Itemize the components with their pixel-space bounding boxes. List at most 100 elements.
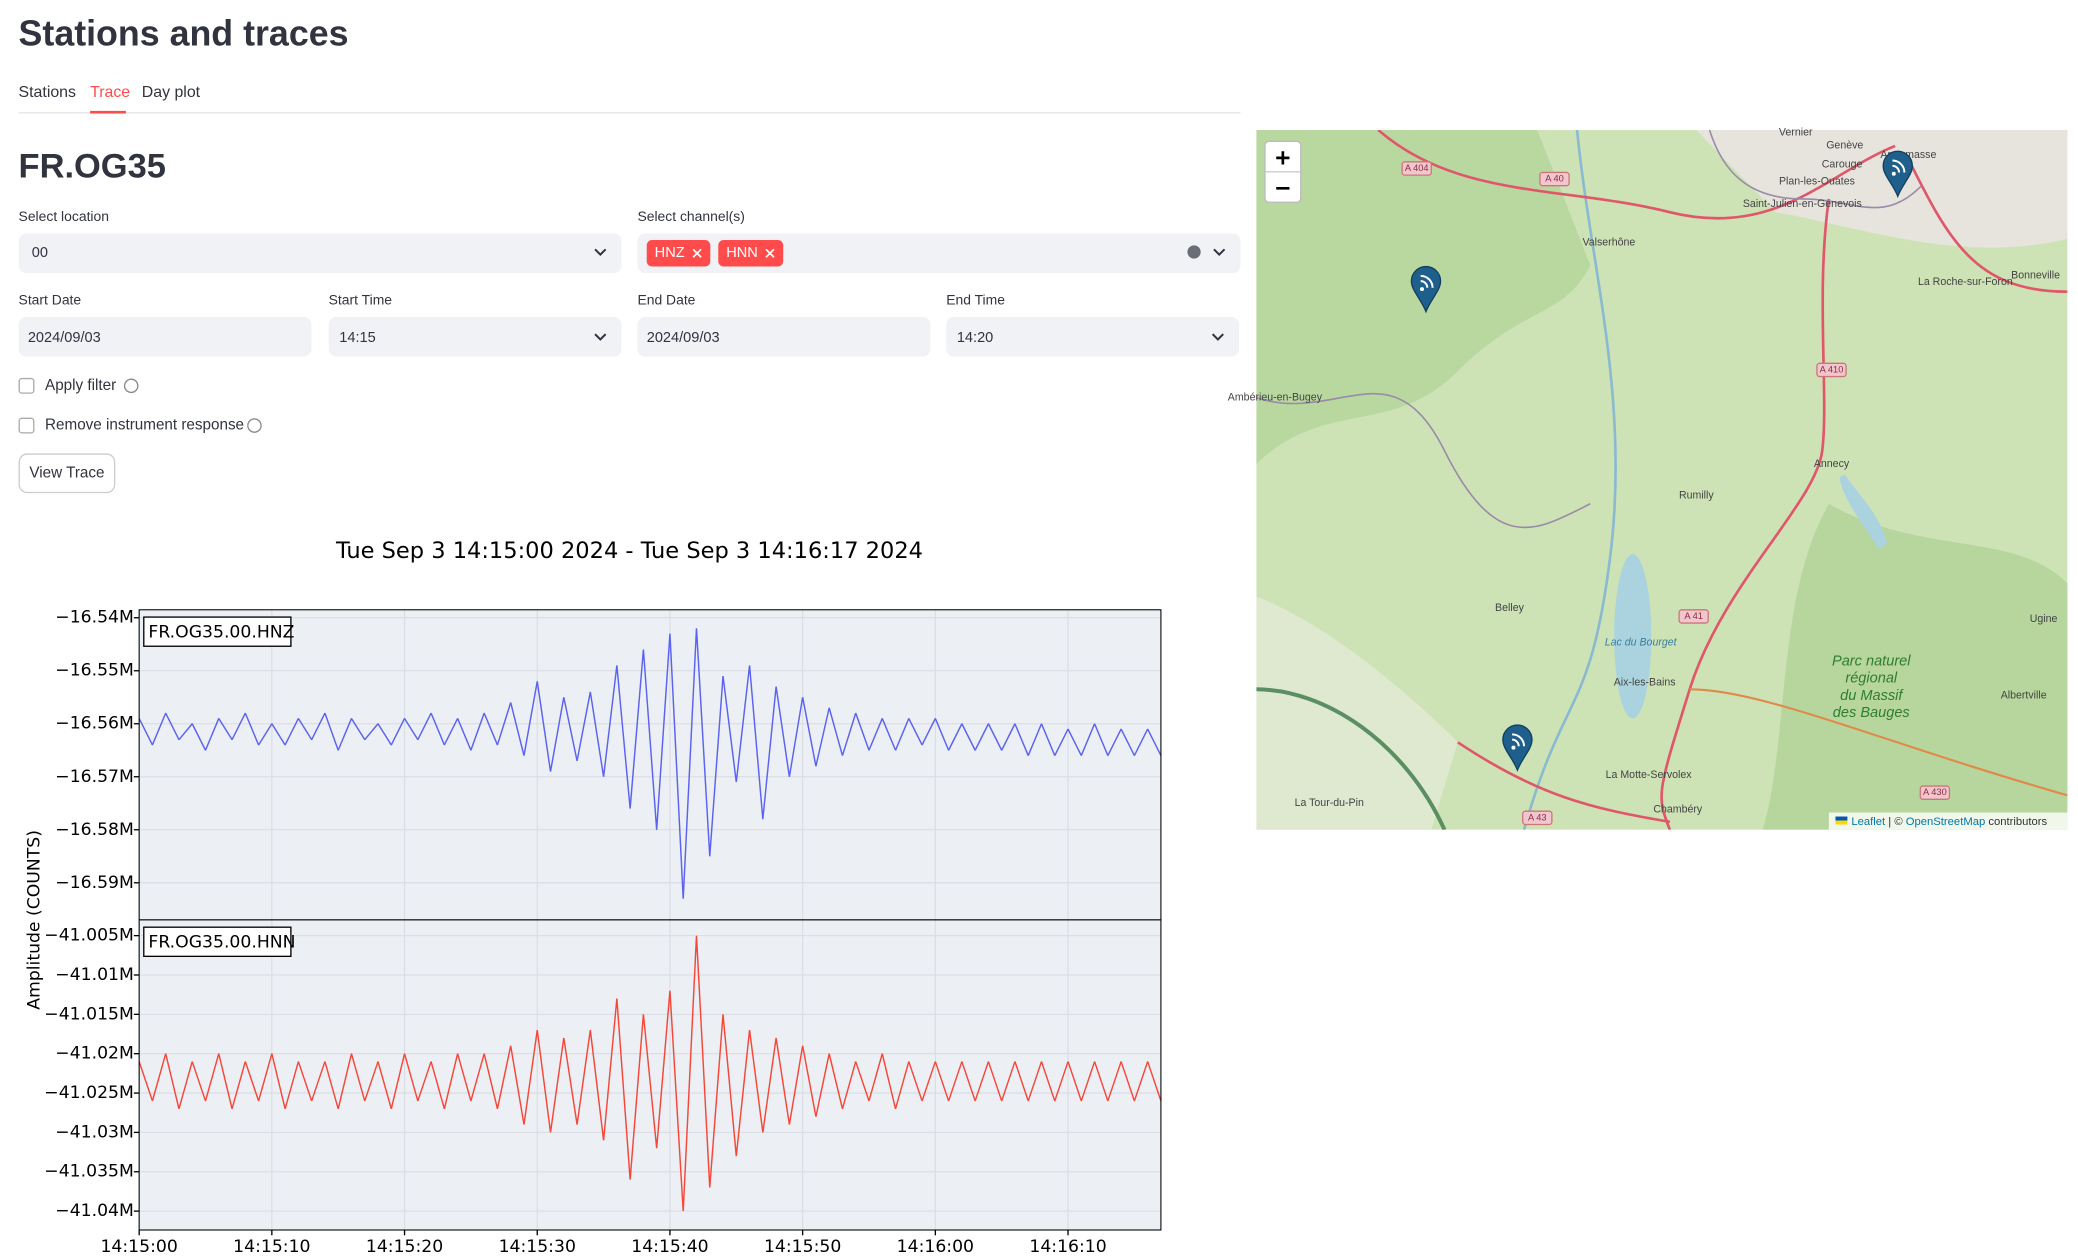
- x-tick-label: 14:16:00: [897, 1237, 974, 1257]
- y-tick-label: −16.57M: [55, 767, 134, 787]
- map-place-label: Lac du Bourget: [1605, 637, 1678, 649]
- legend-box: [143, 616, 292, 647]
- attribution-part: Leaflet: [1851, 816, 1886, 828]
- road-label: A 410: [1820, 364, 1844, 374]
- time-select[interactable]: [946, 316, 1240, 357]
- marker-icon: [1511, 745, 1516, 750]
- y-axis-label: Amplitude (COUNTS): [24, 830, 44, 1010]
- checkbox-label: Apply filter: [45, 377, 116, 394]
- map-place-label: Chambéry: [1653, 804, 1703, 816]
- chip[interactable]: [718, 240, 784, 267]
- station-marker[interactable]: [1502, 724, 1533, 772]
- checkbox[interactable]: [18, 377, 35, 394]
- park-label: du Massif: [1840, 688, 1904, 704]
- road-label: A 404: [1405, 163, 1429, 173]
- y-tick-label: −16.59M: [55, 873, 134, 893]
- map-place-label: Ugine: [2030, 613, 2058, 625]
- map[interactable]: VernierGenèveAnnemasseCarougePlan-les-Ou…: [1228, 126, 2068, 830]
- field-label: End Time: [946, 292, 1005, 308]
- plot-frame: [138, 919, 1162, 1231]
- chart-title: Tue Sep 3 14:15:00 2024 - Tue Sep 3 14:1…: [335, 538, 923, 564]
- road-shield: [1816, 362, 1847, 378]
- legend-box: [143, 926, 292, 958]
- road-shield: [1401, 161, 1432, 176]
- tab-active[interactable]: Trace: [90, 84, 130, 101]
- station-marker[interactable]: [1882, 150, 1914, 199]
- road-label: A 430: [1923, 787, 1947, 797]
- attribution-part: | ©: [1888, 816, 1903, 828]
- legend-label: FR.OG35.00.HNZ: [148, 622, 294, 642]
- flag-icon: [1835, 820, 1848, 825]
- map-place-label: Bonneville: [2011, 270, 2060, 282]
- page-title: Stations and traces: [19, 13, 349, 53]
- x-tick-label: 14:15:40: [631, 1237, 708, 1257]
- road-shield: [1678, 609, 1709, 624]
- x-tick-label: 14:15:10: [233, 1237, 310, 1257]
- x-tick-label: 14:16:10: [1029, 1237, 1106, 1257]
- marker-icon: [1891, 171, 1896, 176]
- station-marker[interactable]: [1410, 265, 1442, 314]
- help-icon[interactable]: [247, 418, 262, 433]
- field-label: Select channel(s): [637, 208, 744, 224]
- date-input[interactable]: [637, 316, 931, 357]
- help-icon[interactable]: [123, 378, 139, 394]
- y-tick-label: −41.03M: [55, 1122, 134, 1142]
- x-tick-label: 14:15:20: [366, 1237, 443, 1257]
- y-tick-label: −16.58M: [55, 820, 134, 840]
- time-select[interactable]: [328, 316, 622, 357]
- chip[interactable]: [646, 240, 711, 267]
- marker-icon: [1511, 733, 1526, 747]
- x-tick-label: 14:15:00: [100, 1237, 177, 1257]
- y-tick-label: −41.015M: [44, 1004, 134, 1024]
- chevron: [1211, 333, 1224, 341]
- y-tick-label: −41.02M: [55, 1044, 134, 1064]
- chip-remove[interactable]: [692, 248, 702, 258]
- clear-icon[interactable]: [1187, 245, 1201, 259]
- map-place-label: Ambérieu-en-Bugey: [1228, 392, 1323, 404]
- y-tick-label: −16.56M: [55, 714, 134, 734]
- chevron: [594, 248, 607, 257]
- y-tick-label: −41.025M: [44, 1083, 134, 1103]
- select[interactable]: [18, 233, 622, 274]
- marker-icon: [1420, 274, 1434, 288]
- map-place-label: Aix-les-Bains: [1614, 676, 1676, 688]
- y-tick-label: −16.55M: [55, 661, 134, 681]
- y-tick-label: −41.035M: [44, 1162, 134, 1182]
- tab[interactable]: Day plot: [142, 84, 201, 101]
- y-tick-label: −41.01M: [55, 965, 134, 985]
- select-value: 00: [32, 245, 48, 261]
- road-label: A 40: [1545, 174, 1564, 184]
- checkbox[interactable]: [18, 417, 35, 434]
- button[interactable]: [18, 453, 116, 494]
- input-value: 14:20: [957, 330, 993, 346]
- park-label: régional: [1845, 671, 1898, 687]
- y-tick-label: −41.005M: [44, 926, 134, 946]
- x-tick-label: 14:15:30: [499, 1237, 576, 1257]
- map-place-label: Carouge: [1822, 158, 1863, 170]
- marker-icon: [1892, 159, 1906, 173]
- chip-label: HNN: [726, 245, 758, 261]
- park-label: des Bauges: [1833, 705, 1910, 721]
- station-title: FR.OG35: [19, 148, 166, 186]
- chart: −16.54M −16.55M −16.56M −16.57M −16.58M −16.5…: [44, 608, 1162, 1257]
- field-label: End Date: [637, 292, 695, 308]
- chip-label: HNZ: [655, 245, 685, 261]
- chevron: [594, 333, 607, 341]
- multiselect[interactable]: [637, 233, 1241, 274]
- field-label: Start Time: [329, 292, 393, 308]
- road-shield: [1919, 785, 1951, 800]
- map-place-label: La Tour-du-Pin: [1295, 797, 1364, 809]
- chip-remove[interactable]: [765, 248, 775, 258]
- checkbox-label: Remove instrument response: [45, 417, 244, 434]
- map-place-label: Vernier: [1779, 126, 1813, 138]
- date-input[interactable]: [18, 316, 312, 357]
- map-place-label: Belley: [1495, 602, 1525, 614]
- road-shield: [1522, 810, 1553, 826]
- zoom-icons[interactable]: [1276, 151, 1290, 190]
- map-place-label: Plan-les-Ouates: [1779, 176, 1855, 188]
- x-tick-label: 14:15:50: [764, 1237, 841, 1257]
- tab[interactable]: Stations: [19, 84, 76, 101]
- road-label: A 43: [1528, 812, 1547, 822]
- road-shield: [1539, 171, 1570, 187]
